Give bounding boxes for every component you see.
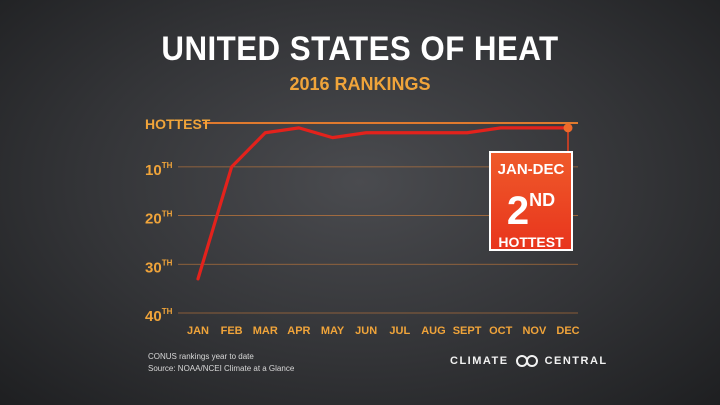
brand-right-text: CENTRAL [544, 355, 608, 367]
y-tick-label: 40TH [145, 307, 173, 325]
footnote-source: Source: NOAA/NCEI Climate at a Glance [148, 364, 295, 373]
climate-central-logo-icon [515, 355, 538, 367]
x-tick-label: APR [287, 325, 310, 337]
y-tick-label: 20TH [145, 210, 173, 228]
callout-rank: 2ND [491, 180, 571, 231]
callout-rank-suffix: ND [529, 190, 556, 210]
x-tick-label: AUG [421, 325, 445, 337]
callout-rank-number: 2 [506, 189, 530, 233]
callout-period: JAN-DEC [497, 161, 565, 178]
chart-subtitle: 2016 RANKINGS [289, 74, 431, 94]
x-tick-label: MAY [321, 325, 345, 337]
x-tick-label: JUL [389, 325, 410, 337]
brand-logo: CLIMATE CENTRAL [450, 355, 608, 367]
y-tick-label: 30TH [145, 258, 173, 276]
y-tick-label: 10TH [145, 161, 173, 179]
callout-label: HOTTEST [498, 234, 564, 250]
x-tick-label: JAN [187, 325, 209, 337]
data-point-marker [563, 123, 573, 133]
x-tick-label: SEPT [453, 325, 482, 337]
footnote-rankings: CONUS rankings year to date [148, 352, 254, 361]
brand-left-text: CLIMATE [450, 355, 509, 367]
y-tick-label: HOTTEST [145, 116, 211, 132]
x-tick-label: MAR [253, 325, 278, 337]
chart-title: UNITED STATES OF HEAT [161, 30, 559, 68]
x-tick-label: FEB [221, 325, 243, 337]
x-tick-label: JUN [355, 325, 377, 337]
x-tick-label: OCT [489, 325, 513, 337]
x-tick-label: NOV [522, 325, 547, 337]
series-line [196, 126, 570, 281]
rank-callout: JAN-DEC 2ND HOTTEST [489, 151, 573, 251]
x-tick-label: DEC [556, 325, 579, 337]
